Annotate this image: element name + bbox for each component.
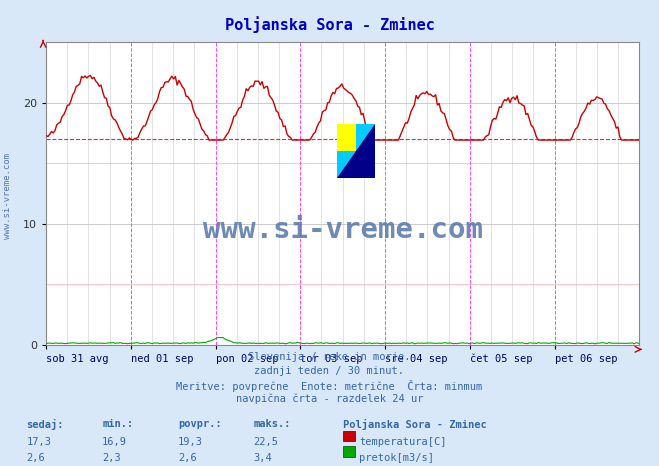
- Polygon shape: [337, 123, 376, 178]
- Text: 17,3: 17,3: [26, 437, 51, 447]
- Bar: [337, 123, 356, 151]
- Text: 16,9: 16,9: [102, 437, 127, 447]
- Text: 3,4: 3,4: [254, 453, 272, 463]
- Text: povpr.:: povpr.:: [178, 419, 221, 429]
- Text: www.si-vreme.com: www.si-vreme.com: [3, 153, 13, 239]
- Text: Meritve: povprečne  Enote: metrične  Črta: minmum: Meritve: povprečne Enote: metrične Črta:…: [177, 380, 482, 392]
- Text: 2,6: 2,6: [26, 453, 45, 463]
- Text: maks.:: maks.:: [254, 419, 291, 429]
- Text: sedaj:: sedaj:: [26, 419, 64, 431]
- Text: min.:: min.:: [102, 419, 133, 429]
- Text: www.si-vreme.com: www.si-vreme.com: [203, 216, 482, 244]
- Text: navpična črta - razdelek 24 ur: navpična črta - razdelek 24 ur: [236, 394, 423, 404]
- Text: Poljanska Sora - Zminec: Poljanska Sora - Zminec: [225, 16, 434, 33]
- Text: temperatura[C]: temperatura[C]: [359, 437, 447, 447]
- Text: 22,5: 22,5: [254, 437, 279, 447]
- Text: zadnji teden / 30 minut.: zadnji teden / 30 minut.: [254, 366, 405, 376]
- Text: Poljanska Sora - Zminec: Poljanska Sora - Zminec: [343, 419, 486, 431]
- Text: pretok[m3/s]: pretok[m3/s]: [359, 453, 434, 463]
- Text: Slovenija / reke in morje.: Slovenija / reke in morje.: [248, 352, 411, 362]
- Text: 19,3: 19,3: [178, 437, 203, 447]
- Text: 2,3: 2,3: [102, 453, 121, 463]
- Bar: [337, 123, 356, 151]
- Text: 2,6: 2,6: [178, 453, 196, 463]
